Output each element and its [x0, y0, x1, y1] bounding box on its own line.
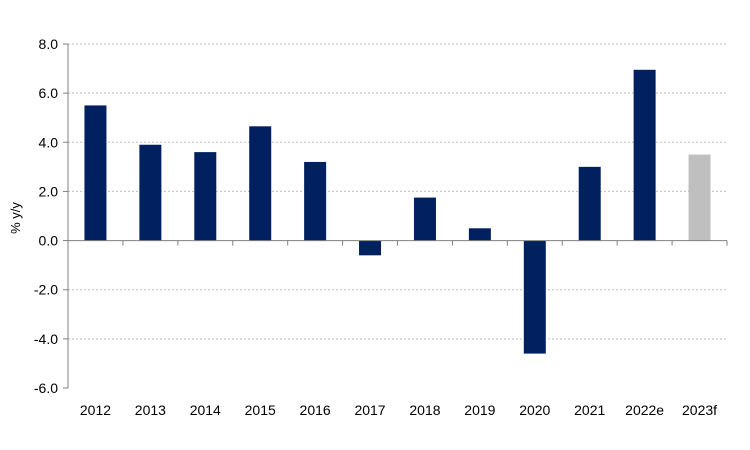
- bar-2013: [139, 144, 162, 241]
- bar-2015: [249, 126, 272, 241]
- y-tick-label: 0.0: [39, 233, 59, 249]
- bar-2014: [194, 152, 217, 241]
- bar-2018: [413, 197, 436, 241]
- y-axis-title: % y/y: [8, 202, 23, 234]
- bar-2019: [468, 228, 491, 241]
- x-tick-label: 2012: [80, 402, 111, 418]
- x-tick-label: 2020: [519, 402, 550, 418]
- y-tick-label: -6.0: [34, 380, 58, 396]
- x-tick-label: 2014: [190, 402, 221, 418]
- x-tick-label: 2021: [574, 402, 605, 418]
- y-tick-label: 6.0: [39, 85, 59, 101]
- axes: [63, 43, 728, 389]
- bar-2020: [523, 240, 546, 354]
- bar-2012: [84, 105, 107, 241]
- x-tick-label: 2013: [135, 402, 166, 418]
- bar-2017: [359, 240, 382, 256]
- bar-2016: [304, 161, 327, 241]
- y-tick-label: 2.0: [39, 183, 59, 199]
- y-tick-label: 8.0: [39, 36, 59, 52]
- x-tick-label: 2022e: [625, 402, 664, 418]
- y-tick-label: 4.0: [39, 134, 59, 150]
- x-tick-label: 2017: [354, 402, 385, 418]
- y-tick-label: -4.0: [34, 331, 58, 347]
- y-tick-labels: 8.0 6.0 4.0 2.0 0.0 -2.0 -4.0 -6.0: [34, 36, 58, 396]
- x-tick-label: 2023f: [682, 402, 717, 418]
- x-tick-label: 2018: [409, 402, 440, 418]
- x-tick-label: 2015: [245, 402, 276, 418]
- y-tick-label: -2.0: [34, 282, 58, 298]
- bar-2022e: [633, 69, 656, 241]
- bars: [84, 69, 711, 354]
- gridlines: [68, 43, 727, 340]
- x-tick-label: 2019: [464, 402, 495, 418]
- bar-2023f: [688, 154, 711, 241]
- bar-2021: [578, 166, 601, 241]
- x-tick-label: 2016: [300, 402, 331, 418]
- x-tick-labels: 2012 2013 2014 2015 2016 2017 2018 2019 2020 2021…: [80, 402, 717, 418]
